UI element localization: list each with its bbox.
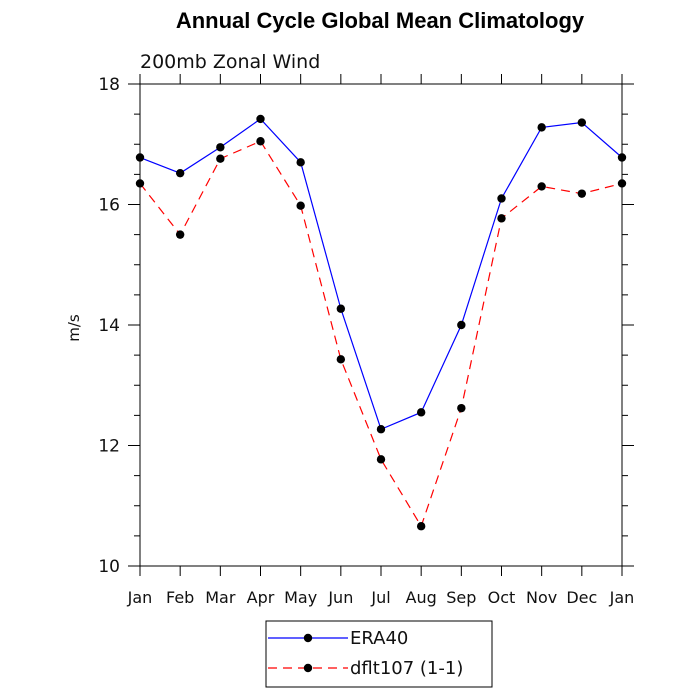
data-point bbox=[336, 355, 346, 364]
legend-marker bbox=[303, 663, 313, 673]
data-point bbox=[577, 118, 587, 127]
x-tick-label: Apr bbox=[247, 588, 275, 607]
legend-marker bbox=[303, 633, 313, 643]
x-tick-label: Jan bbox=[127, 588, 153, 607]
plot-frame bbox=[139, 83, 623, 567]
data-point bbox=[617, 153, 627, 162]
data-point bbox=[617, 179, 627, 188]
series-2 bbox=[135, 137, 627, 531]
x-tick-label: Nov bbox=[526, 588, 557, 607]
data-point bbox=[296, 158, 305, 167]
y-tick-label: 18 bbox=[98, 75, 120, 95]
y-tick-label: 16 bbox=[98, 196, 120, 216]
data-point bbox=[135, 179, 145, 188]
data-point bbox=[497, 214, 506, 223]
data-point bbox=[256, 114, 265, 124]
x-tick-label: Mar bbox=[205, 588, 236, 607]
y-axis-label: m/s bbox=[65, 314, 83, 342]
data-point bbox=[336, 304, 346, 313]
x-tick-label: Dec bbox=[566, 588, 597, 607]
data-point bbox=[216, 143, 225, 152]
data-point bbox=[296, 201, 305, 210]
y-tick-label: 10 bbox=[98, 557, 120, 577]
x-tick-label: Aug bbox=[406, 588, 437, 607]
x-tick-label: Jan bbox=[609, 588, 635, 607]
data-point bbox=[376, 455, 386, 464]
series-line bbox=[139, 118, 623, 431]
x-tick-label: Sep bbox=[446, 588, 476, 607]
data-point bbox=[537, 182, 546, 191]
x-tick-label: May bbox=[284, 588, 317, 607]
axes-frame: 10 12 14 16 18 Jan Feb Mar Apr May Jun Jul Aug Sep Oct… bbox=[98, 74, 634, 607]
data-point bbox=[577, 189, 587, 198]
chart-title: Annual Cycle Global Mean Climatology bbox=[175, 8, 585, 33]
x-tick-label: Jul bbox=[370, 588, 390, 607]
legend-label: ERA40 bbox=[350, 628, 408, 649]
chart-subtitle: 200mb Zonal Wind bbox=[140, 51, 320, 73]
y-tick-label: 12 bbox=[98, 437, 120, 457]
legend-label: dflt107 (1-1) bbox=[350, 658, 463, 679]
legend-box bbox=[265, 620, 493, 688]
data-point bbox=[256, 137, 265, 146]
data-point bbox=[537, 123, 546, 132]
data-point bbox=[457, 403, 466, 413]
data-point bbox=[216, 154, 225, 163]
series-line bbox=[139, 140, 623, 528]
data-point bbox=[376, 425, 386, 434]
x-tick-label: Jun bbox=[327, 588, 353, 607]
data-point bbox=[457, 320, 466, 330]
data-point bbox=[135, 153, 145, 162]
data-point bbox=[175, 230, 185, 239]
data-point bbox=[497, 194, 506, 203]
series-1 bbox=[135, 114, 627, 434]
legend: ERA40 dflt107 (1-1) bbox=[265, 620, 493, 688]
x-tick-label: Feb bbox=[166, 588, 194, 607]
data-point bbox=[416, 522, 426, 531]
y-tick-label: 14 bbox=[98, 316, 120, 336]
series-layer bbox=[135, 114, 627, 531]
data-point bbox=[175, 168, 185, 178]
x-tick-label: Oct bbox=[488, 588, 516, 607]
data-point bbox=[416, 408, 426, 417]
